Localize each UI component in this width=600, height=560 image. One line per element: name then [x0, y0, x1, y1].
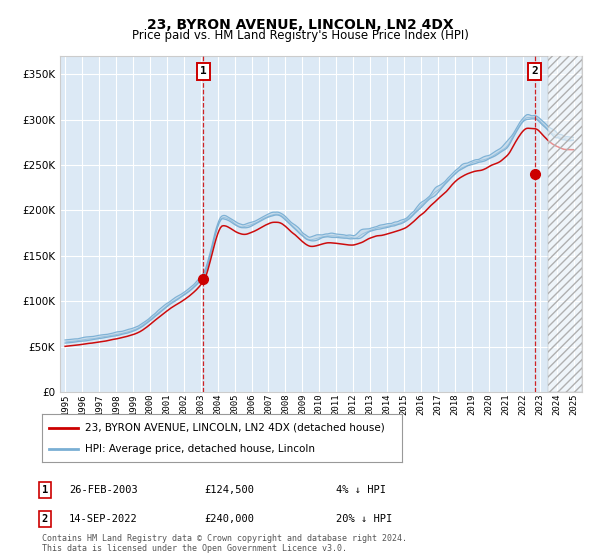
- Text: 23, BYRON AVENUE, LINCOLN, LN2 4DX: 23, BYRON AVENUE, LINCOLN, LN2 4DX: [146, 18, 454, 32]
- Text: HPI: Average price, detached house, Lincoln: HPI: Average price, detached house, Linc…: [85, 444, 315, 454]
- Text: 2: 2: [42, 514, 48, 524]
- Text: 20% ↓ HPI: 20% ↓ HPI: [336, 514, 392, 524]
- Text: £240,000: £240,000: [204, 514, 254, 524]
- Text: Price paid vs. HM Land Registry's House Price Index (HPI): Price paid vs. HM Land Registry's House …: [131, 29, 469, 42]
- Text: 1: 1: [200, 67, 206, 76]
- Text: 23, BYRON AVENUE, LINCOLN, LN2 4DX (detached house): 23, BYRON AVENUE, LINCOLN, LN2 4DX (deta…: [85, 423, 385, 433]
- Text: 26-FEB-2003: 26-FEB-2003: [69, 485, 138, 495]
- Text: 2: 2: [532, 67, 538, 76]
- Text: 14-SEP-2022: 14-SEP-2022: [69, 514, 138, 524]
- Text: Contains HM Land Registry data © Crown copyright and database right 2024.
This d: Contains HM Land Registry data © Crown c…: [42, 534, 407, 553]
- Text: 4% ↓ HPI: 4% ↓ HPI: [336, 485, 386, 495]
- Text: £124,500: £124,500: [204, 485, 254, 495]
- Text: 1: 1: [42, 485, 48, 495]
